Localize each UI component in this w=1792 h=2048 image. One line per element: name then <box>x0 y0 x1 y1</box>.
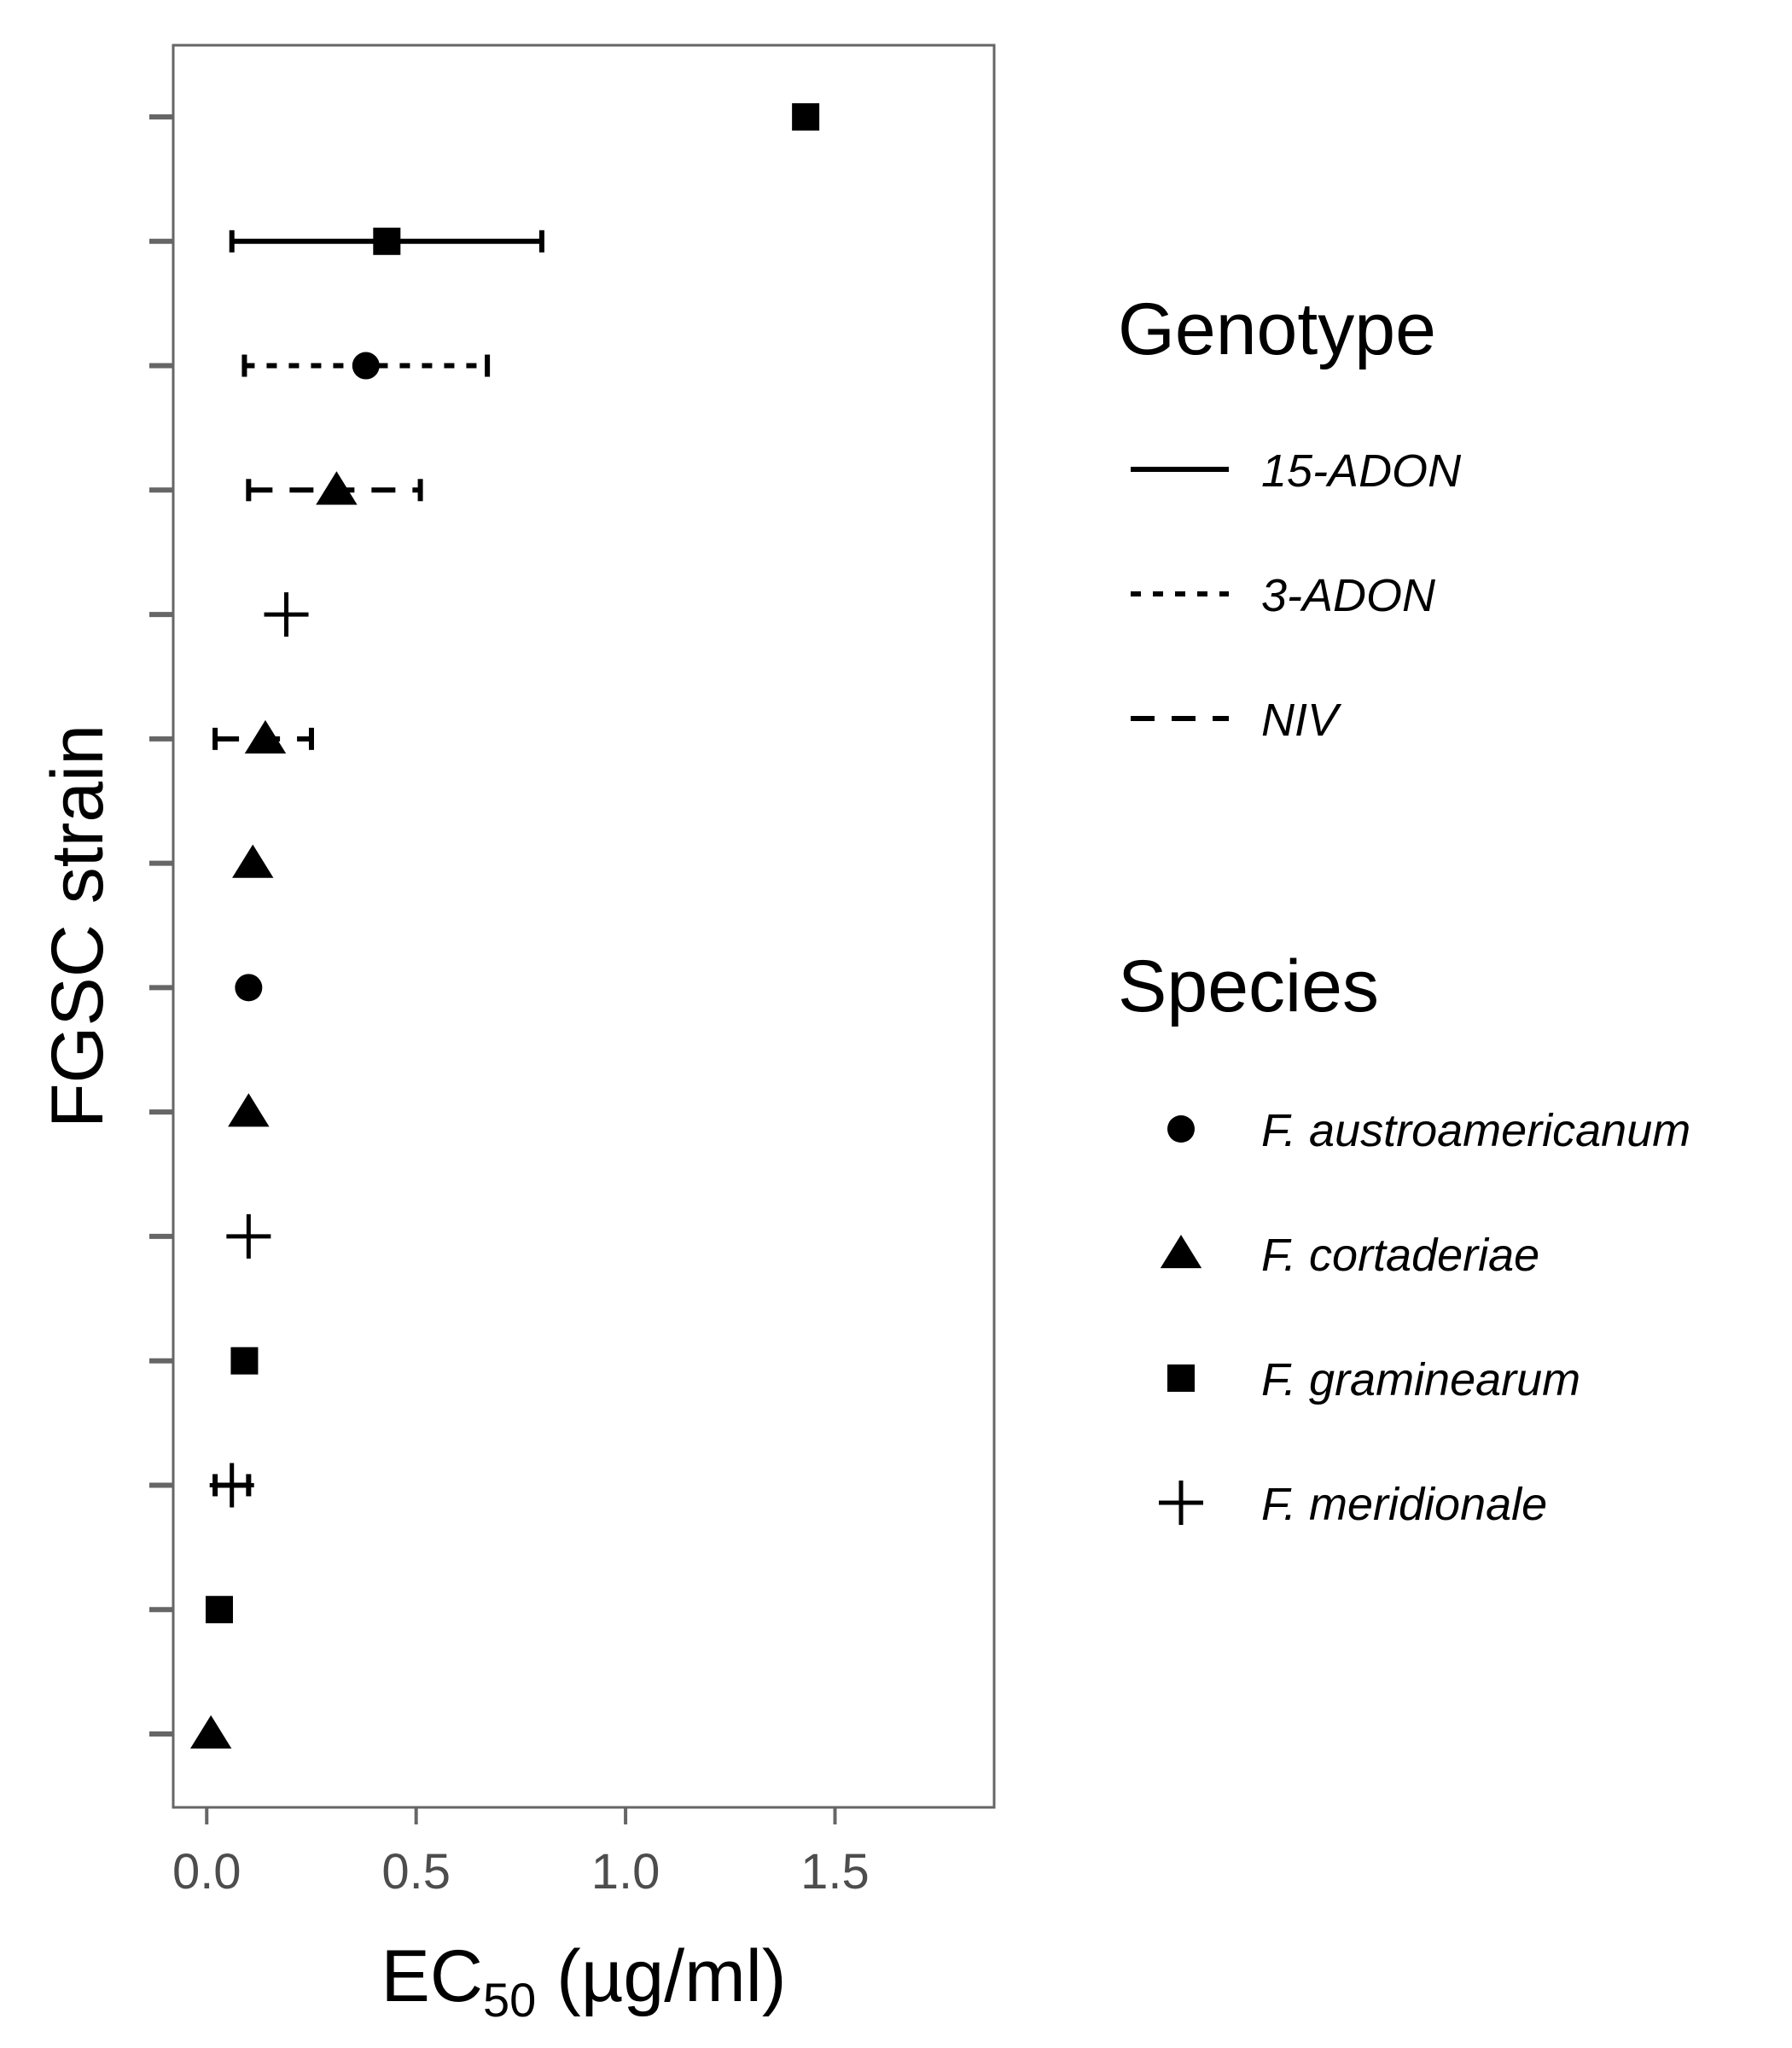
strain-11 <box>246 471 423 505</box>
plot-panel-border <box>172 44 996 1809</box>
x-axis-title-subscript: 50 <box>483 1973 536 2027</box>
legend-genotype-label-1: 3-ADON <box>1261 570 1436 621</box>
strain-2 <box>205 1596 233 1624</box>
strain-10 <box>264 592 309 637</box>
y-axis-title: FGSC strain <box>37 724 119 1128</box>
strain-14 <box>792 103 820 131</box>
point-1 <box>189 1715 232 1749</box>
point-14 <box>792 103 820 131</box>
point-9 <box>244 719 287 754</box>
legend-species-title: Species <box>1118 945 1379 1027</box>
legend-genotype-label-2: NIV <box>1261 695 1342 746</box>
point-10 <box>264 592 309 637</box>
strain-12 <box>241 352 491 380</box>
x-tick-label-2: 1.0 <box>591 1844 660 1900</box>
legend-species-key-1 <box>1160 1235 1202 1269</box>
point-11 <box>316 471 358 505</box>
plot-marks <box>189 103 820 1749</box>
x-axis-title-main: EC <box>381 1935 483 2017</box>
point-4 <box>230 1347 259 1375</box>
legend-species-label-1: F. cortaderiae <box>1261 1230 1539 1281</box>
point-6 <box>228 1093 270 1127</box>
point-7 <box>235 974 263 1002</box>
strain-4 <box>230 1347 259 1375</box>
x-axis-title-unit: (µg/ml) <box>536 1935 786 2017</box>
strain-3 <box>209 1463 254 1508</box>
legend-genotype-label-0: 15-ADON <box>1261 445 1462 497</box>
x-axis-title: EC50 (µg/ml) <box>381 1935 787 2027</box>
x-tick-label-0: 0.0 <box>172 1844 241 1900</box>
legend-genotype: Genotype 15-ADON 3-ADON NIV <box>1118 288 1462 746</box>
strain-13 <box>229 227 544 255</box>
strain-8 <box>232 844 274 878</box>
point-13 <box>373 227 401 255</box>
legend-species-label-3: F. meridionale <box>1261 1479 1547 1530</box>
x-tick-label-1: 0.5 <box>381 1844 451 1900</box>
y-axis-ticks <box>149 114 173 1737</box>
legend-species-key-3 <box>1159 1481 1203 1525</box>
legend-species: Species F. austroamericanum F. cortaderia… <box>1118 945 1690 1530</box>
strain-9 <box>212 719 314 754</box>
point-2 <box>205 1596 233 1624</box>
x-tick-label-3: 1.5 <box>800 1844 870 1900</box>
strain-1 <box>189 1715 232 1749</box>
legend-species-key-0 <box>1167 1115 1195 1143</box>
legend-species-label-2: F. graminearum <box>1261 1354 1580 1405</box>
legend-species-label-0: F. austroamericanum <box>1261 1105 1690 1156</box>
strain-7 <box>235 974 263 1002</box>
point-5 <box>226 1213 271 1259</box>
point-3 <box>209 1463 254 1508</box>
point-8 <box>232 844 274 878</box>
strain-6 <box>228 1093 270 1127</box>
legend-species-key-2 <box>1167 1364 1195 1392</box>
legend-genotype-title: Genotype <box>1118 288 1436 370</box>
x-axis-ticks: 0.0 0.5 1.0 1.5 <box>172 1807 870 1900</box>
point-12 <box>352 352 380 380</box>
strain-5 <box>226 1213 271 1259</box>
